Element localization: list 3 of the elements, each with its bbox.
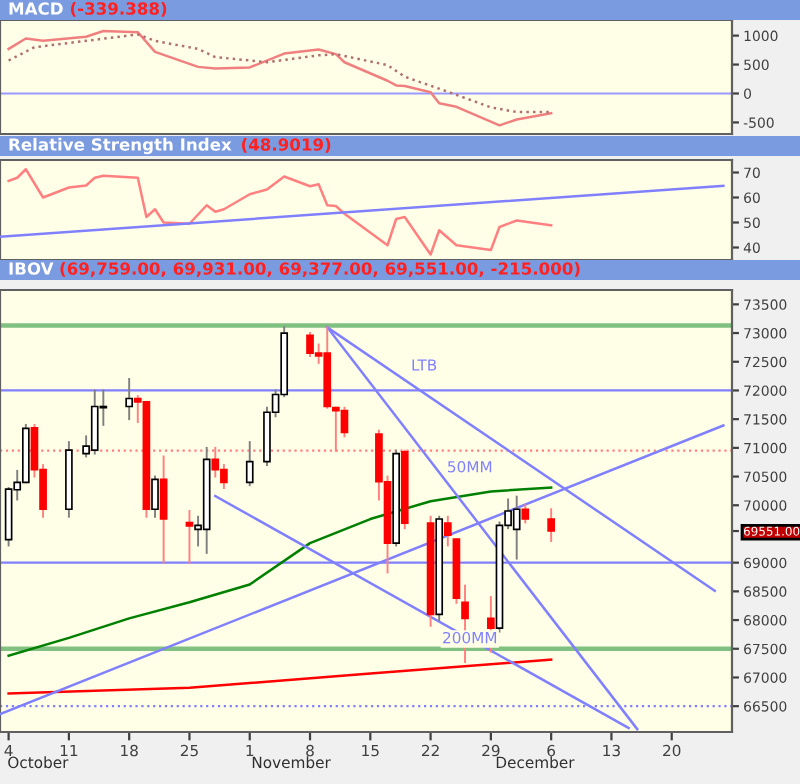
- chart-title: Relative Strength Index (48.9019): [9, 137, 331, 155]
- chart-title: IBOV (69,759.00, 69,931.00, 69,377.00, 69,551.00, -215.000): [9, 261, 580, 277]
- chart-title: MACD (-339.388): [9, 1, 167, 17]
